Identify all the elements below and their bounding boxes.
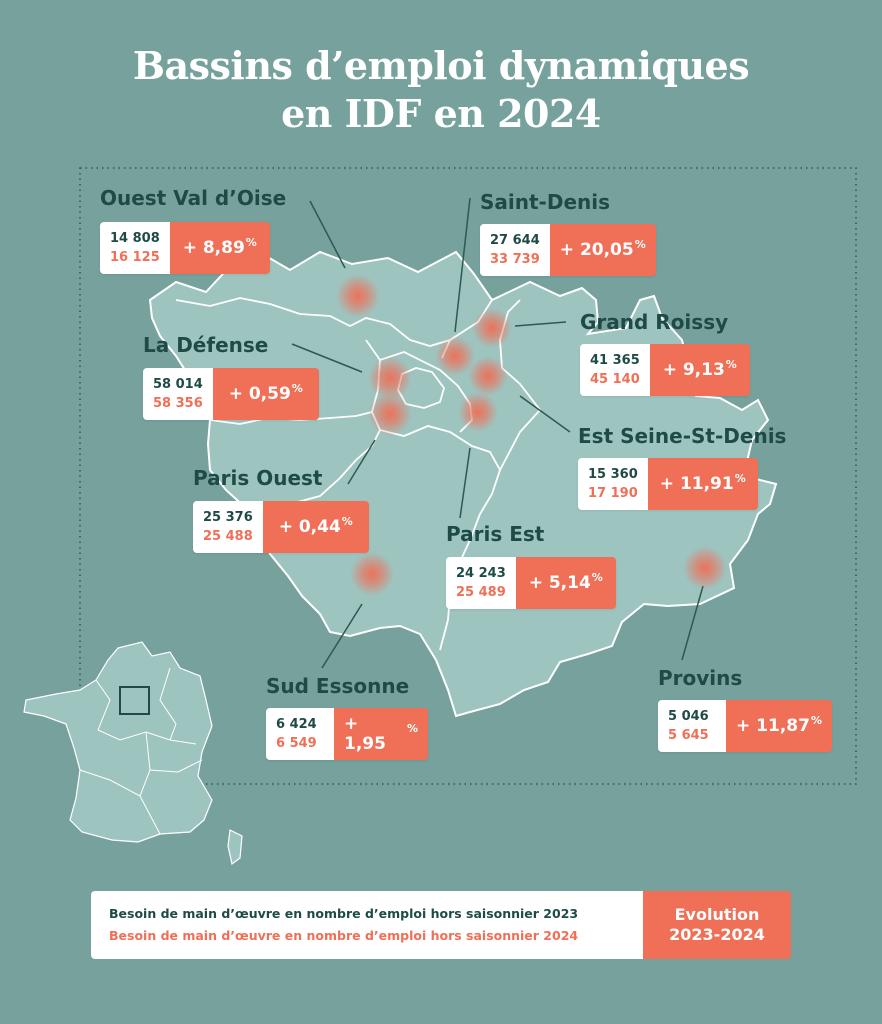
value-2024: 6 549 [276,736,317,751]
legend-texts: Besoin de main d’œuvre en nombre d’emplo… [91,891,643,959]
evolution-value: + 20,05 [559,240,634,260]
percent-sign: % [291,381,303,395]
value-2023: 27 644 [490,233,540,248]
evolution-value: + 11,87 [736,716,810,736]
value-2023: 6 424 [276,717,317,732]
basin-name-ouest-val-d-oise: Ouest Val d’Oise [100,186,287,210]
percent-sign: % [810,713,822,727]
value-2024: 25 488 [203,529,253,544]
hotspot-la-defense [368,356,412,400]
percent-sign: % [734,471,746,485]
idf-locator-box [119,686,150,715]
percent-sign: % [725,357,737,371]
percent-sign: % [245,235,257,249]
evolution-value: + 1,95 [344,714,386,754]
value-2024: 16 125 [110,250,160,265]
basin-card-paris-est: 24 243 25 489 + 5,14% [446,557,616,609]
basin-card-sud-essonne: 6 424 6 549 + 1,95% [266,708,428,760]
value-2024: 5 645 [668,728,709,743]
france-inset-map [23,641,213,843]
title-line-2: en IDF en 2024 [281,91,601,136]
basin-name-provins: Provins [658,666,743,690]
basin-card-la-defense: 58 014 58 356 + 0,59% [143,368,319,420]
legend-evolution: Evolution 2023-2024 [643,891,791,959]
value-2024: 45 140 [590,372,640,387]
legend-2023: Besoin de main d’œuvre en nombre d’emplo… [109,906,579,921]
percent-sign: % [341,514,353,528]
evolution-value: + 5,14 [528,573,591,593]
dotted-frame [79,167,857,785]
basin-card-est-seine-st-denis: 15 360 17 190 + 11,91% [578,458,758,510]
value-2023: 24 243 [456,566,506,581]
basin-name-paris-est: Paris Est [446,522,545,546]
basin-card-paris-ouest: 25 376 25 488 + 0,44% [193,501,369,553]
value-2024: 33 739 [490,252,540,267]
value-2023: 5 046 [668,709,709,724]
basin-name-est-seine-st-denis: Est Seine-St-Denis [578,424,787,448]
basin-card-ouest-val-d-oise: 14 808 16 125 + 8,89% [100,222,270,274]
hotspot-saint-denis [435,336,475,376]
basin-card-provins: 5 046 5 645 + 11,87% [658,700,832,752]
hotspot-grand-roissy [472,308,512,348]
hotspot-ouest-val-d-oise [336,274,380,318]
basin-name-sud-essonne: Sud Essonne [266,674,410,698]
value-2023: 15 360 [588,467,638,482]
hotspot-paris-est [458,392,498,432]
value-2023: 58 014 [153,377,203,392]
legend-evolution-line-1: Evolution [674,905,760,924]
hotspot-sud-essonne [350,552,394,596]
legend-evolution-line-2: 2023-2024 [669,925,765,944]
value-2023: 41 365 [590,353,640,368]
value-2024: 17 190 [588,486,638,501]
france-region-borders [79,667,203,835]
map-title: Bassins d’emploi dynamiques en IDF en 20… [0,42,882,138]
basin-name-paris-ouest: Paris Ouest [193,466,323,490]
basin-name-la-defense: La Défense [143,333,269,357]
hotspot-est-seine-st-denis [468,356,508,396]
percent-sign: % [591,570,603,584]
value-2023: 14 808 [110,231,160,246]
percent-sign: % [406,721,418,735]
basin-name-grand-roissy: Grand Roissy [580,310,729,334]
evolution-value: + 9,13 [662,360,725,380]
legend: Besoin de main d’œuvre en nombre d’emplo… [91,891,791,959]
basin-card-saint-denis: 27 644 33 739 + 20,05% [480,224,656,276]
hotspot-provins [683,546,727,590]
hotspot-paris-ouest [368,392,412,436]
value-2024: 58 356 [153,396,203,411]
value-2024: 25 489 [456,585,506,600]
evolution-value: + 0,59 [228,384,291,404]
evolution-value: + 0,44 [278,517,341,537]
title-line-1: Bassins d’emploi dynamiques [132,43,750,88]
hotspots [336,274,727,596]
percent-sign: % [634,237,646,251]
basin-name-saint-denis: Saint-Denis [480,190,611,214]
basin-card-grand-roissy: 41 365 45 140 + 9,13% [580,344,750,396]
value-2023: 25 376 [203,510,253,525]
evolution-value: + 8,89 [182,238,245,258]
corsica-inset [227,829,243,866]
evolution-value: + 11,91 [659,474,734,494]
legend-2024: Besoin de main d’œuvre en nombre d’emplo… [109,928,579,943]
pointer-lines [291,197,704,669]
